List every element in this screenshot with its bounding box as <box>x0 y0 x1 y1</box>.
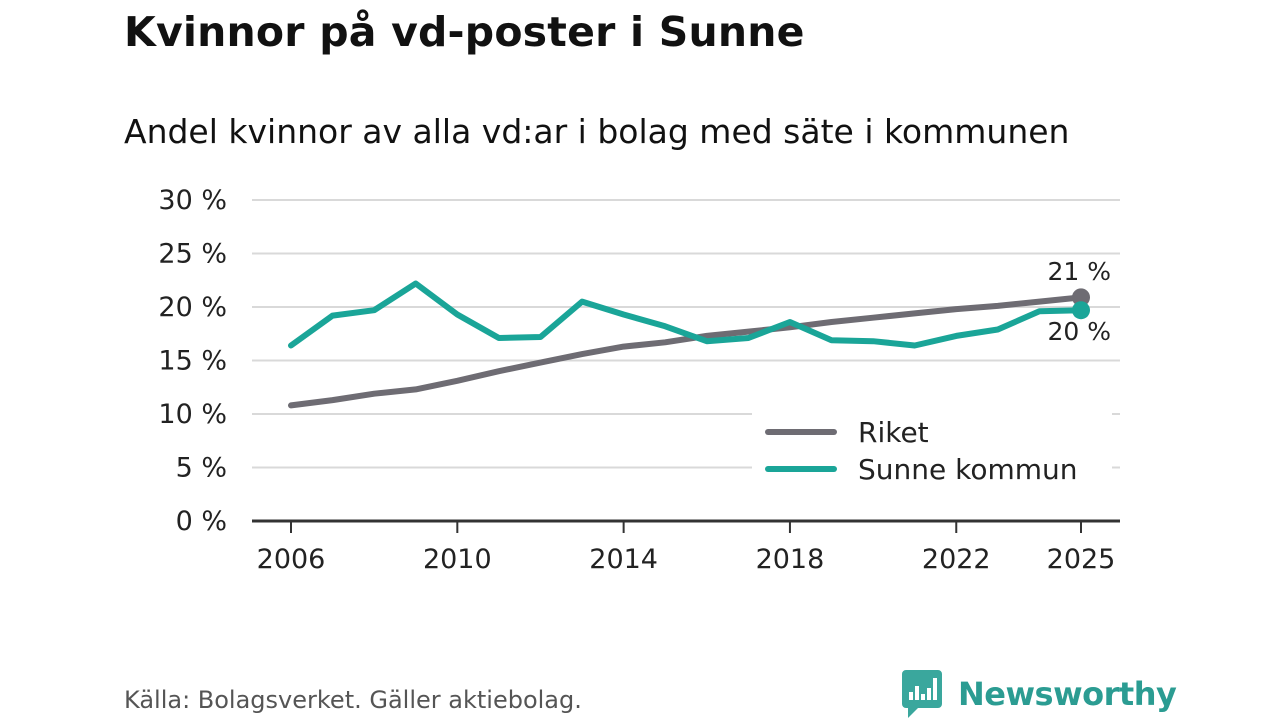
y-tick-label: 10 % <box>158 399 227 430</box>
end-point-sunne <box>1072 301 1090 320</box>
line-chart: 0 % 5 % 10 % 15 % 20 % 25 % 30 % 2006 2010 2014 20… <box>158 185 1120 575</box>
y-tick-label: 5 % <box>176 453 227 484</box>
chart-subtitle: Andel kvinnor av alla vd:ar i bolag med … <box>124 112 1070 151</box>
end-label-sunne: 20 % <box>1047 317 1111 346</box>
x-tick-label: 2010 <box>423 544 492 575</box>
series-line-sunne <box>288 280 1084 349</box>
source-note: Källa: Bolagsverket. Gäller aktiebolag. <box>124 686 582 714</box>
y-tick-label: 20 % <box>158 292 227 323</box>
brand: Newsworthy <box>902 670 1177 718</box>
brand-name: Newsworthy <box>958 675 1177 713</box>
series-line-riket <box>288 294 1084 409</box>
end-point-riket <box>1072 288 1090 307</box>
x-tick-label: 2022 <box>922 544 991 575</box>
legend-background <box>752 392 1112 496</box>
x-tick-label: 2014 <box>589 544 658 575</box>
chart-title: Kvinnor på vd-poster i Sunne <box>124 8 805 56</box>
y-tick-label: 25 % <box>158 239 227 270</box>
y-tick-label: 30 % <box>158 185 227 216</box>
x-tick-label: 2018 <box>756 544 825 575</box>
legend-label-sunne: Sunne kommun <box>858 453 1078 486</box>
x-tick-label: 2025 <box>1047 544 1116 575</box>
x-tick-label: 2006 <box>257 544 326 575</box>
bar-chart-icon <box>902 670 942 718</box>
y-tick-label: 15 % <box>158 346 227 377</box>
legend-label-riket: Riket <box>858 416 929 449</box>
end-label-riket: 21 % <box>1047 257 1111 286</box>
y-tick-label: 0 % <box>176 506 227 537</box>
